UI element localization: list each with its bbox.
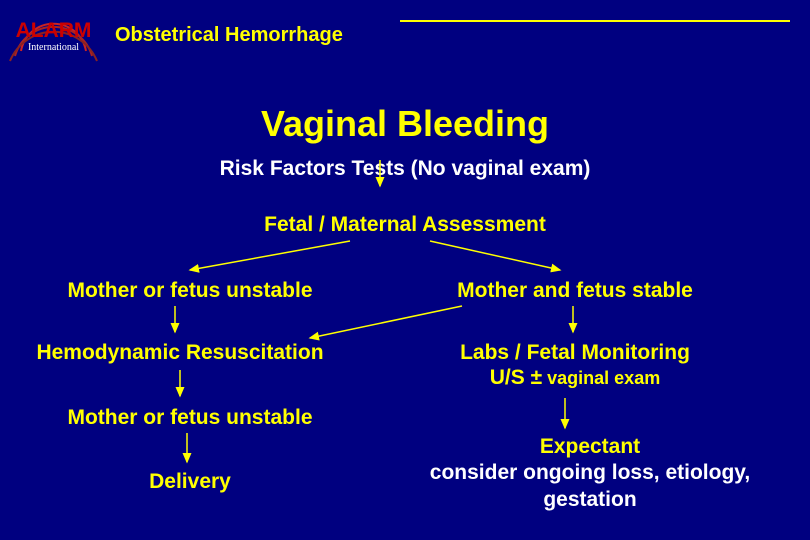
expectant-detail: consider ongoing loss, etiology, gestati… xyxy=(430,461,750,510)
header-title: Obstetrical Hemorrhage xyxy=(115,24,343,47)
expectant-word: Expectant xyxy=(540,435,640,458)
logo-sub: International xyxy=(28,42,79,53)
assessment-node: Fetal / Maternal Assessment xyxy=(0,213,810,237)
right-labs-line2: U/S ± xyxy=(490,366,542,389)
main-title: Vaginal Bleeding xyxy=(0,103,810,145)
left-delivery: Delivery xyxy=(110,469,270,495)
subtitle: Risk Factors Tests (No vaginal exam) xyxy=(0,157,810,181)
left-resuscitation: Hemodynamic Resuscitation xyxy=(20,340,340,366)
left-unstable-1: Mother or fetus unstable xyxy=(40,278,340,304)
logo-text: ALARM xyxy=(16,19,92,43)
right-labs-line1: Labs / Fetal Monitoring xyxy=(460,341,690,364)
right-labs-line3: vaginal exam xyxy=(542,368,660,388)
right-expectant: Expectant consider ongoing loss, etiolog… xyxy=(405,434,775,513)
alarm-logo: ALARM International xyxy=(6,6,101,66)
right-stable: Mother and fetus stable xyxy=(420,278,730,304)
header-divider xyxy=(400,20,790,22)
right-labs: Labs / Fetal Monitoring U/S ± vaginal ex… xyxy=(420,340,730,390)
left-unstable-2: Mother or fetus unstable xyxy=(40,405,340,431)
